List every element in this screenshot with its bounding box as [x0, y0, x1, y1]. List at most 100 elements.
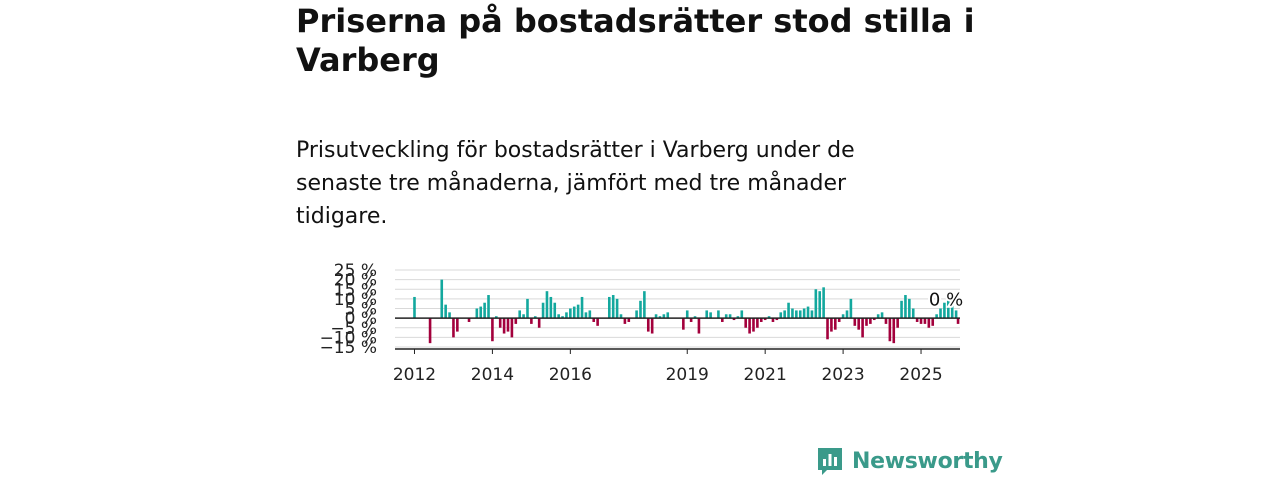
- bar: [717, 310, 720, 319]
- x-tick-label: 2025: [899, 365, 942, 385]
- newsworthy-logo-icon: [818, 448, 842, 475]
- bar-series: [413, 279, 960, 344]
- bar: [732, 318, 736, 321]
- bar: [795, 310, 798, 319]
- bar: [537, 318, 541, 328]
- bar: [779, 312, 783, 319]
- bar: [872, 318, 876, 321]
- bar: [584, 312, 588, 319]
- bar: [428, 318, 432, 344]
- bar: [822, 287, 825, 319]
- bar: [908, 298, 911, 319]
- bar: [950, 304, 954, 319]
- y-tick-label: −15 %: [320, 338, 377, 358]
- x-tick-label: 2014: [471, 365, 514, 385]
- bar: [837, 318, 841, 322]
- bar: [514, 318, 518, 324]
- bar: [814, 289, 818, 319]
- bar: [849, 298, 853, 319]
- bar: [498, 318, 502, 328]
- x-tick-label: 2021: [744, 365, 787, 385]
- bar: [721, 318, 724, 322]
- bar: [487, 295, 490, 319]
- bar: [787, 302, 790, 319]
- axes: [395, 317, 960, 350]
- bar: [826, 318, 829, 340]
- bar: [666, 312, 670, 319]
- bar: [919, 318, 923, 324]
- bar: [956, 318, 960, 324]
- bar: [475, 308, 479, 319]
- y-tick-label: −5 %: [330, 319, 377, 339]
- bar: [491, 318, 494, 342]
- x-tick-label: 2012: [393, 365, 436, 385]
- bar: [658, 316, 662, 319]
- bar: [635, 310, 638, 319]
- y-tick-label: 5 %: [345, 300, 377, 320]
- bar: [896, 318, 899, 328]
- bar: [611, 295, 615, 319]
- brand-logo: Newsworthy: [816, 446, 1003, 476]
- bar: [752, 318, 755, 332]
- bar: [413, 296, 416, 319]
- bar: [869, 318, 872, 324]
- bar: [533, 316, 537, 319]
- bar: [697, 318, 701, 334]
- bar: [452, 318, 455, 338]
- bar: [904, 295, 907, 319]
- bar: [802, 308, 806, 319]
- bar: [767, 316, 771, 319]
- bar: [685, 310, 689, 319]
- bar: [791, 308, 794, 319]
- bar: [569, 308, 572, 319]
- y-tick-label: 15 %: [334, 280, 377, 300]
- bar: [588, 310, 592, 319]
- x-tick-label: 2019: [666, 365, 709, 385]
- bar: [783, 310, 786, 319]
- bar: [880, 312, 884, 319]
- bar: [943, 302, 946, 319]
- bar: [939, 308, 942, 319]
- bar: [888, 318, 892, 342]
- bar: [565, 312, 568, 319]
- bar: [483, 302, 486, 319]
- bar: [522, 314, 525, 319]
- bar: [771, 318, 775, 322]
- bar: [865, 318, 868, 326]
- bar-chart: 25 %20 %15 %10 %5 %0 %−5 %−10 %−15 % 201…: [320, 261, 966, 385]
- bar: [861, 318, 864, 338]
- bar: [756, 318, 759, 328]
- bar: [857, 318, 860, 330]
- bar: [759, 318, 763, 322]
- bar: [448, 312, 451, 319]
- bar: [915, 318, 919, 322]
- bar: [545, 291, 549, 319]
- bar: [557, 314, 560, 319]
- y-tick-label: 0 %: [345, 309, 377, 329]
- bar: [810, 310, 814, 319]
- bar: [627, 318, 631, 322]
- bar: [935, 314, 938, 319]
- bar: [541, 302, 545, 319]
- chart-title: Priserna på bostadsrätter stod stilla i …: [296, 2, 975, 79]
- latest-value-label: 0 %: [929, 290, 963, 311]
- bar: [596, 318, 599, 326]
- bar: [841, 314, 845, 319]
- bar: [561, 316, 564, 319]
- bar: [853, 318, 857, 326]
- bar: [947, 295, 950, 319]
- bar: [884, 318, 888, 324]
- x-axis-ticks: 2012 2014 2016 2019 2021 2023 2025: [393, 349, 943, 385]
- bar: [440, 279, 444, 319]
- bar: [518, 310, 521, 319]
- bar: [744, 318, 747, 328]
- bar: [510, 318, 514, 338]
- bar: [592, 318, 596, 322]
- bar: [643, 291, 646, 319]
- bar: [506, 318, 510, 332]
- bar: [530, 318, 533, 324]
- bar: [728, 314, 732, 319]
- bar: [615, 298, 619, 319]
- bar: [639, 300, 642, 319]
- y-axis-ticks: 25 %20 %15 %10 %5 %0 %−5 %−10 %−15 %: [320, 261, 377, 358]
